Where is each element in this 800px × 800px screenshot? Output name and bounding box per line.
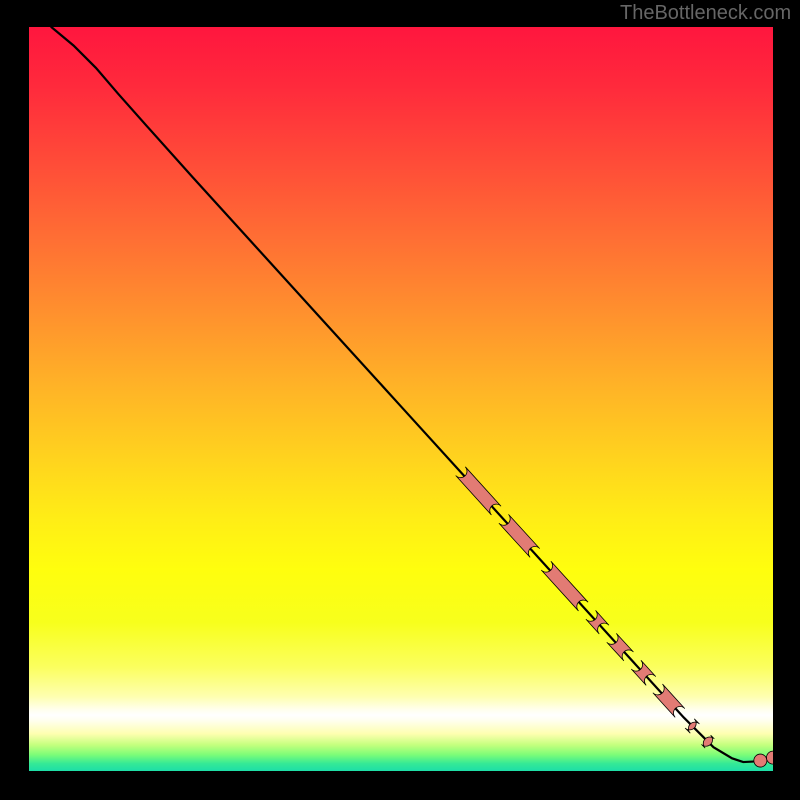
attribution-watermark: TheBottleneck.com [620,2,791,25]
chart-frame [29,27,773,771]
plot-gradient-background [29,27,773,771]
